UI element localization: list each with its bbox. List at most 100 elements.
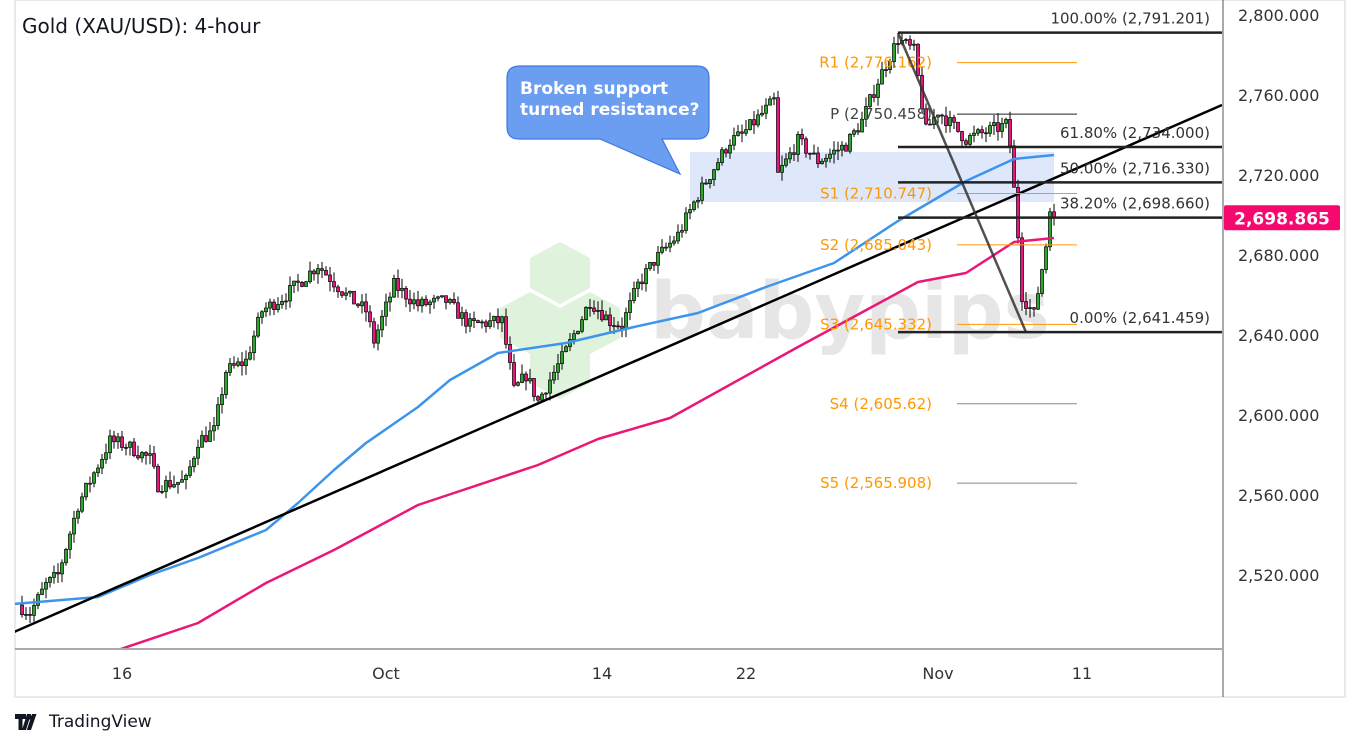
candle <box>216 396 220 430</box>
candle <box>504 308 508 349</box>
candle-body-up <box>684 212 688 231</box>
pivot-label: S5 (2,565.908) <box>820 474 932 492</box>
candle <box>760 105 764 117</box>
candle <box>856 123 860 136</box>
candle-body-up <box>304 281 308 287</box>
candle-body-up <box>884 69 888 71</box>
candle <box>268 298 272 316</box>
candle-body-down <box>368 311 372 323</box>
candle-body-down <box>324 270 328 276</box>
candle-body-down <box>272 301 276 310</box>
candle <box>60 559 64 583</box>
candle-body-down <box>620 325 624 329</box>
candle <box>468 313 472 333</box>
candle <box>252 330 256 361</box>
candle <box>164 475 168 499</box>
candle-body-up <box>180 479 184 483</box>
pivot-label: S4 (2,605.62) <box>830 395 932 413</box>
candle <box>116 432 120 449</box>
candle-body-up <box>672 240 676 244</box>
candle-body-down <box>804 138 808 154</box>
candle <box>524 371 528 391</box>
candle <box>1048 207 1052 251</box>
candle <box>724 147 728 158</box>
candle <box>580 316 584 334</box>
candle-body-down <box>300 281 304 287</box>
candle <box>532 378 536 402</box>
candle <box>820 158 824 165</box>
candle-body-up <box>788 152 792 160</box>
candle <box>272 299 276 316</box>
chart-title: Gold (XAU/USD): 4-hour <box>22 14 261 38</box>
candle <box>472 311 476 328</box>
candle-body-down <box>396 277 400 291</box>
candle <box>608 307 612 334</box>
candle-body-up <box>60 562 64 575</box>
candle <box>204 426 208 443</box>
candle <box>712 168 716 186</box>
candle-body-up <box>280 301 284 305</box>
candle <box>364 293 368 322</box>
candle <box>1044 243 1048 274</box>
candle <box>864 97 868 127</box>
candle-body-up <box>828 153 832 159</box>
candle-body-up <box>688 209 692 214</box>
candle-body-down <box>740 131 744 134</box>
tradingview-logo[interactable]: TradingView <box>15 712 152 732</box>
candle <box>316 264 320 284</box>
candle <box>48 576 52 588</box>
candle <box>732 127 736 151</box>
ascending-trendline <box>15 103 1222 633</box>
candle <box>792 144 796 162</box>
candle-body-up <box>176 481 180 485</box>
candle <box>80 492 84 514</box>
candle <box>928 118 932 126</box>
candle <box>28 606 32 623</box>
candle-body-down <box>652 262 656 266</box>
babypips-watermark: babypips <box>500 242 1050 399</box>
candle <box>1040 268 1044 297</box>
candle <box>108 429 112 460</box>
candle-body-up <box>728 144 732 154</box>
candle <box>548 371 552 401</box>
candle <box>672 235 676 246</box>
candle-body-down <box>404 287 408 300</box>
candle <box>996 112 1000 141</box>
candle <box>408 289 412 312</box>
candle-body-down <box>944 115 948 127</box>
candle <box>336 284 340 298</box>
candle <box>916 43 920 78</box>
candle-body-down <box>484 321 488 327</box>
candle-body-down <box>120 436 124 448</box>
time-tick-label: Oct <box>372 664 400 683</box>
candle-body-up <box>760 112 764 116</box>
candle-body-up <box>104 452 108 460</box>
candle-body-up <box>972 132 976 136</box>
candle-body-up <box>292 280 296 286</box>
candle-body-up <box>604 314 608 321</box>
candle-body-down <box>928 123 932 126</box>
candle-body-down <box>588 307 592 309</box>
moving-average-fast <box>15 153 1055 606</box>
candle-body-down <box>524 373 528 382</box>
candle <box>708 179 712 189</box>
candle-body-down <box>444 295 448 303</box>
candle <box>596 301 600 320</box>
candle <box>220 387 224 414</box>
candle-body-up <box>212 425 216 432</box>
candle <box>540 391 544 401</box>
candle <box>528 368 532 384</box>
candle <box>1024 292 1028 316</box>
candle <box>876 78 880 106</box>
candle-body-down <box>56 572 60 575</box>
candle-body-down <box>952 117 956 123</box>
candle <box>208 421 212 442</box>
candle-body-up <box>948 117 952 127</box>
candle <box>796 131 800 162</box>
fibonacci-level-label: 61.80% (2,734.000) <box>1060 124 1210 142</box>
candle-body-down <box>872 94 876 98</box>
candle-body-up <box>716 162 720 171</box>
candle-body-down <box>924 108 928 125</box>
candle-body-down <box>752 119 756 126</box>
